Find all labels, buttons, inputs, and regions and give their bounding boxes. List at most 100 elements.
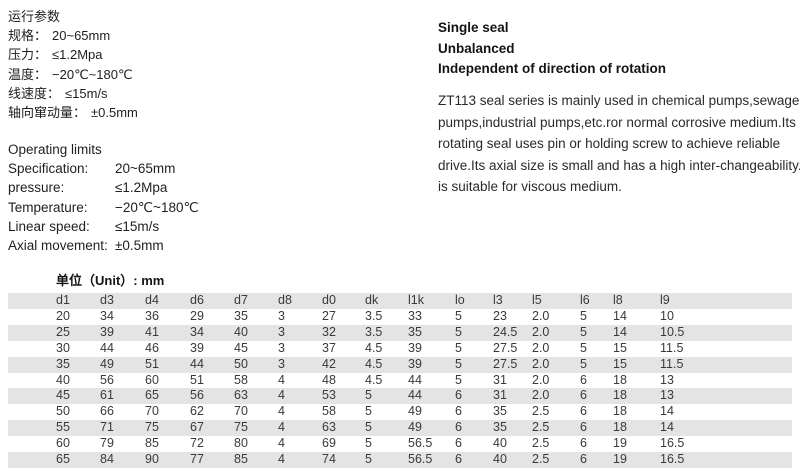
table-cell: 2.5 (532, 452, 550, 467)
table-cell: 6 (455, 404, 462, 419)
table-cell: 14 (613, 308, 627, 323)
table-cell: 44 (190, 356, 204, 371)
table-cell: 45 (56, 388, 70, 403)
table-cell: 40 (234, 324, 248, 339)
param-value: ≤1.2Mpa (115, 180, 168, 196)
table-cell: 41 (145, 324, 159, 339)
table-cell: 4 (278, 388, 285, 403)
table-cell: 35 (493, 420, 507, 435)
table-cell: 6 (455, 388, 462, 403)
table-cell: 4 (278, 404, 285, 419)
table-cell: 14 (613, 324, 627, 339)
table-cell: 61 (100, 388, 114, 403)
table-cell: 25 (56, 324, 70, 339)
table-cell: 5 (365, 404, 372, 419)
param-line-spec-cn: 规格： 20~65mm (8, 26, 138, 45)
table-cell: 36 (145, 308, 159, 323)
table-cell: 40 (56, 372, 70, 387)
table-cell: 49 (408, 404, 422, 419)
table-header-cell: l6 (580, 293, 590, 307)
table-cell: 35 (234, 308, 248, 323)
table-cell: 4.5 (365, 372, 383, 387)
table-header-cell: l8 (613, 293, 623, 307)
table-cell: 2.0 (532, 324, 550, 339)
param-line-temperature-cn: 温度： −20℃~180℃ (8, 65, 138, 84)
table-cell: 77 (190, 452, 204, 467)
param-value: −20℃~180℃ (52, 66, 133, 82)
param-value: ≤15m/s (65, 85, 108, 101)
table-cell: 58 (322, 404, 336, 419)
table-header-cell: d3 (100, 293, 114, 307)
table-cell: 2.0 (532, 356, 550, 371)
table-cell: 51 (145, 356, 159, 371)
table-cell: 63 (234, 388, 248, 403)
table-cell: 74 (322, 452, 336, 467)
table-cell: 39 (408, 340, 422, 355)
table-cell: 5 (455, 308, 462, 323)
cn-params-title: 运行参数 (8, 9, 61, 24)
param-label: Specification: (8, 161, 89, 177)
table-cell: 39 (100, 324, 114, 339)
operating-limits-en: Operating limits Specification: 20~65mm p… (8, 140, 199, 255)
table-header-cell: l5 (532, 293, 542, 307)
table-cell: 70 (234, 404, 248, 419)
table-cell: 23 (493, 308, 507, 323)
table-cell: 2.0 (532, 372, 550, 387)
table-cell: 90 (145, 452, 159, 467)
table-cell: 3 (278, 324, 285, 339)
param-line-axial-movement: Axial movement: ±0.5mm (8, 236, 199, 255)
table-cell: 49 (408, 420, 422, 435)
table-header-cell: d1 (56, 293, 70, 307)
table-cell: 2.0 (532, 388, 550, 403)
operating-params-cn: 运行参数 规格： 20~65mm 压力： ≤1.2Mpa 温度： −20℃~180℃ … (8, 7, 138, 122)
table-cell: 60 (56, 436, 70, 451)
table-cell: 5 (365, 388, 372, 403)
table-cell: 3 (278, 356, 285, 371)
table-cell: 75 (145, 420, 159, 435)
param-line-axial-movement-cn: 轴向窜动量： ±0.5mm (8, 103, 138, 122)
table-cell: 6 (580, 404, 587, 419)
table-row: 60 79 85 72 80 4 69 5 56.5 6 40 2.5 6 19 16.5 (8, 436, 792, 452)
table-cell: 2.0 (532, 340, 550, 355)
param-label: 温度： (8, 66, 48, 82)
table-cell: 35 (56, 356, 70, 371)
param-value: −20℃~180℃ (115, 199, 199, 215)
table-cell: 5 (580, 324, 587, 339)
table-cell: 20 (56, 308, 70, 323)
en-params-title: Operating limits (8, 142, 102, 157)
table-cell: 6 (580, 388, 587, 403)
table-cell: 39 (190, 340, 204, 355)
table-cell: 44 (100, 340, 114, 355)
table-header-cell: d4 (145, 293, 159, 307)
table-cell: 67 (190, 420, 204, 435)
table-cell: 24.5 (493, 324, 518, 339)
table-cell: 56.5 (408, 436, 433, 451)
table-cell: 2.5 (532, 420, 550, 435)
table-cell: 29 (190, 308, 204, 323)
table-cell: 2.0 (532, 308, 550, 323)
table-cell: 14 (660, 420, 674, 435)
table-cell: 5 (365, 436, 372, 451)
table-cell: 4 (278, 420, 285, 435)
table-cell: 5 (580, 308, 587, 323)
table-cell: 5 (365, 452, 372, 467)
table-row: 40 56 60 51 58 4 48 4.5 44 5 31 2.0 6 18 13 (8, 373, 792, 389)
table-cell: 80 (234, 436, 248, 451)
table-cell: 11.5 (660, 356, 684, 371)
table-cell: 6 (455, 420, 462, 435)
param-label: Linear speed: (8, 218, 90, 234)
param-label: Temperature: (8, 199, 88, 215)
table-cell: 16.5 (660, 436, 685, 451)
feature-single-seal: Single seal (438, 20, 509, 35)
table-cell: 5 (580, 340, 587, 355)
feature-unbalanced: Unbalanced (438, 40, 515, 56)
table-cell: 44 (408, 388, 422, 403)
param-label: Axial movement: (8, 238, 108, 254)
param-line-temperature: Temperature: −20℃~180℃ (8, 198, 199, 217)
table-header-cell: d0 (322, 293, 336, 307)
table-header-cell: l3 (493, 293, 503, 307)
table-cell: 62 (190, 404, 204, 419)
table-cell: 58 (234, 372, 248, 387)
table-cell: 6 (580, 452, 587, 467)
table-cell: 2.5 (532, 404, 550, 419)
